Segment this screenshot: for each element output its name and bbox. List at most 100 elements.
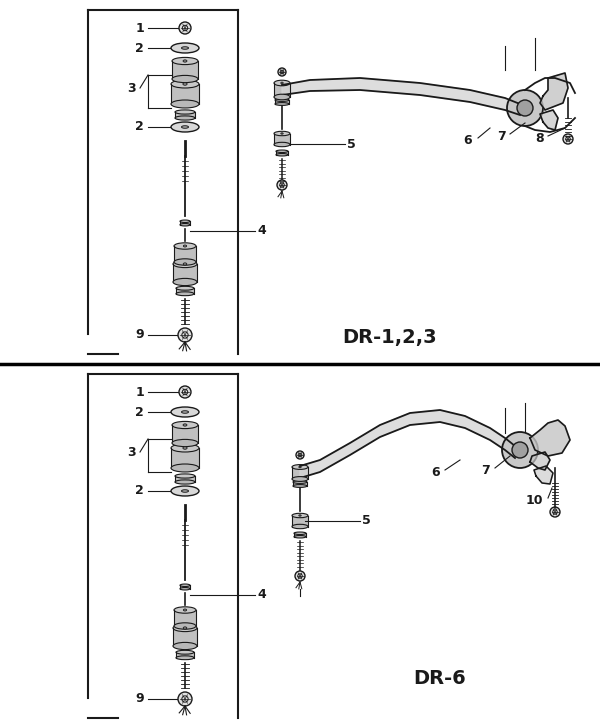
Ellipse shape	[172, 58, 198, 65]
Ellipse shape	[172, 422, 198, 429]
Text: 8: 8	[535, 132, 544, 146]
Text: 3: 3	[127, 82, 136, 95]
Ellipse shape	[276, 154, 288, 156]
Text: 5: 5	[362, 515, 371, 528]
Bar	[176, 652, 194, 658]
Ellipse shape	[176, 286, 194, 290]
Bar	[180, 221, 190, 225]
Ellipse shape	[183, 83, 187, 85]
Ellipse shape	[293, 480, 307, 483]
Bar	[292, 467, 308, 479]
Text: 2: 2	[135, 41, 144, 55]
Ellipse shape	[294, 532, 306, 534]
Ellipse shape	[182, 490, 188, 492]
Text: 4: 4	[257, 588, 266, 601]
Circle shape	[179, 22, 191, 34]
Ellipse shape	[275, 98, 289, 101]
Ellipse shape	[294, 536, 306, 538]
Text: 5: 5	[347, 138, 356, 151]
Text: 7: 7	[481, 464, 490, 478]
Bar	[292, 515, 308, 526]
Bar	[275, 100, 289, 104]
Ellipse shape	[180, 587, 190, 590]
Circle shape	[178, 692, 192, 706]
Circle shape	[502, 432, 538, 468]
Bar	[175, 112, 195, 118]
Ellipse shape	[175, 474, 195, 478]
Ellipse shape	[174, 607, 196, 613]
Circle shape	[278, 68, 286, 76]
Bar	[274, 83, 290, 97]
Ellipse shape	[281, 132, 283, 134]
Ellipse shape	[171, 100, 199, 108]
Ellipse shape	[183, 263, 187, 265]
Bar	[172, 61, 198, 79]
Text: 9: 9	[136, 328, 144, 341]
Ellipse shape	[183, 60, 187, 62]
Polygon shape	[282, 78, 520, 115]
Ellipse shape	[182, 411, 188, 414]
Text: 10: 10	[526, 494, 543, 507]
Circle shape	[179, 386, 191, 398]
Ellipse shape	[275, 103, 289, 106]
Polygon shape	[530, 452, 550, 470]
Ellipse shape	[173, 642, 197, 649]
Ellipse shape	[292, 477, 308, 481]
Ellipse shape	[173, 261, 197, 268]
Ellipse shape	[180, 223, 190, 226]
Polygon shape	[534, 466, 553, 484]
Ellipse shape	[274, 94, 290, 100]
Bar	[174, 246, 196, 262]
Ellipse shape	[182, 47, 188, 50]
Text: 3: 3	[127, 446, 136, 459]
Ellipse shape	[176, 656, 194, 660]
Bar	[174, 610, 196, 626]
Ellipse shape	[171, 43, 199, 53]
Circle shape	[512, 442, 528, 458]
Bar	[176, 288, 194, 294]
Bar	[171, 448, 199, 468]
Bar	[276, 151, 288, 155]
Bar	[180, 585, 190, 589]
Text: 2: 2	[135, 121, 144, 133]
Ellipse shape	[171, 122, 199, 132]
Ellipse shape	[172, 76, 198, 82]
Text: 2: 2	[135, 485, 144, 497]
Bar	[175, 476, 195, 482]
Circle shape	[507, 90, 543, 126]
Text: 2: 2	[135, 405, 144, 419]
Ellipse shape	[174, 258, 196, 265]
Ellipse shape	[182, 126, 188, 128]
Text: 1: 1	[135, 386, 144, 398]
Text: 6: 6	[431, 467, 440, 480]
Ellipse shape	[183, 447, 187, 449]
Ellipse shape	[175, 480, 195, 484]
Circle shape	[295, 571, 305, 581]
Ellipse shape	[299, 466, 301, 468]
Bar	[173, 628, 197, 646]
Circle shape	[517, 100, 533, 116]
Ellipse shape	[299, 515, 301, 516]
Ellipse shape	[175, 116, 195, 120]
Ellipse shape	[183, 627, 187, 629]
Polygon shape	[540, 73, 568, 110]
Polygon shape	[530, 420, 570, 456]
Bar	[173, 264, 197, 282]
Circle shape	[296, 451, 304, 459]
Ellipse shape	[171, 407, 199, 417]
Ellipse shape	[276, 150, 288, 152]
Ellipse shape	[171, 80, 199, 88]
Text: 9: 9	[136, 692, 144, 705]
Bar	[171, 84, 199, 104]
Ellipse shape	[175, 110, 195, 114]
Text: 6: 6	[463, 135, 472, 148]
Text: 7: 7	[497, 130, 506, 143]
Ellipse shape	[184, 609, 187, 611]
Ellipse shape	[174, 622, 196, 629]
Ellipse shape	[176, 650, 194, 654]
Ellipse shape	[173, 278, 197, 285]
Bar	[172, 425, 198, 443]
Circle shape	[550, 507, 560, 517]
Circle shape	[178, 328, 192, 342]
Ellipse shape	[173, 625, 197, 632]
